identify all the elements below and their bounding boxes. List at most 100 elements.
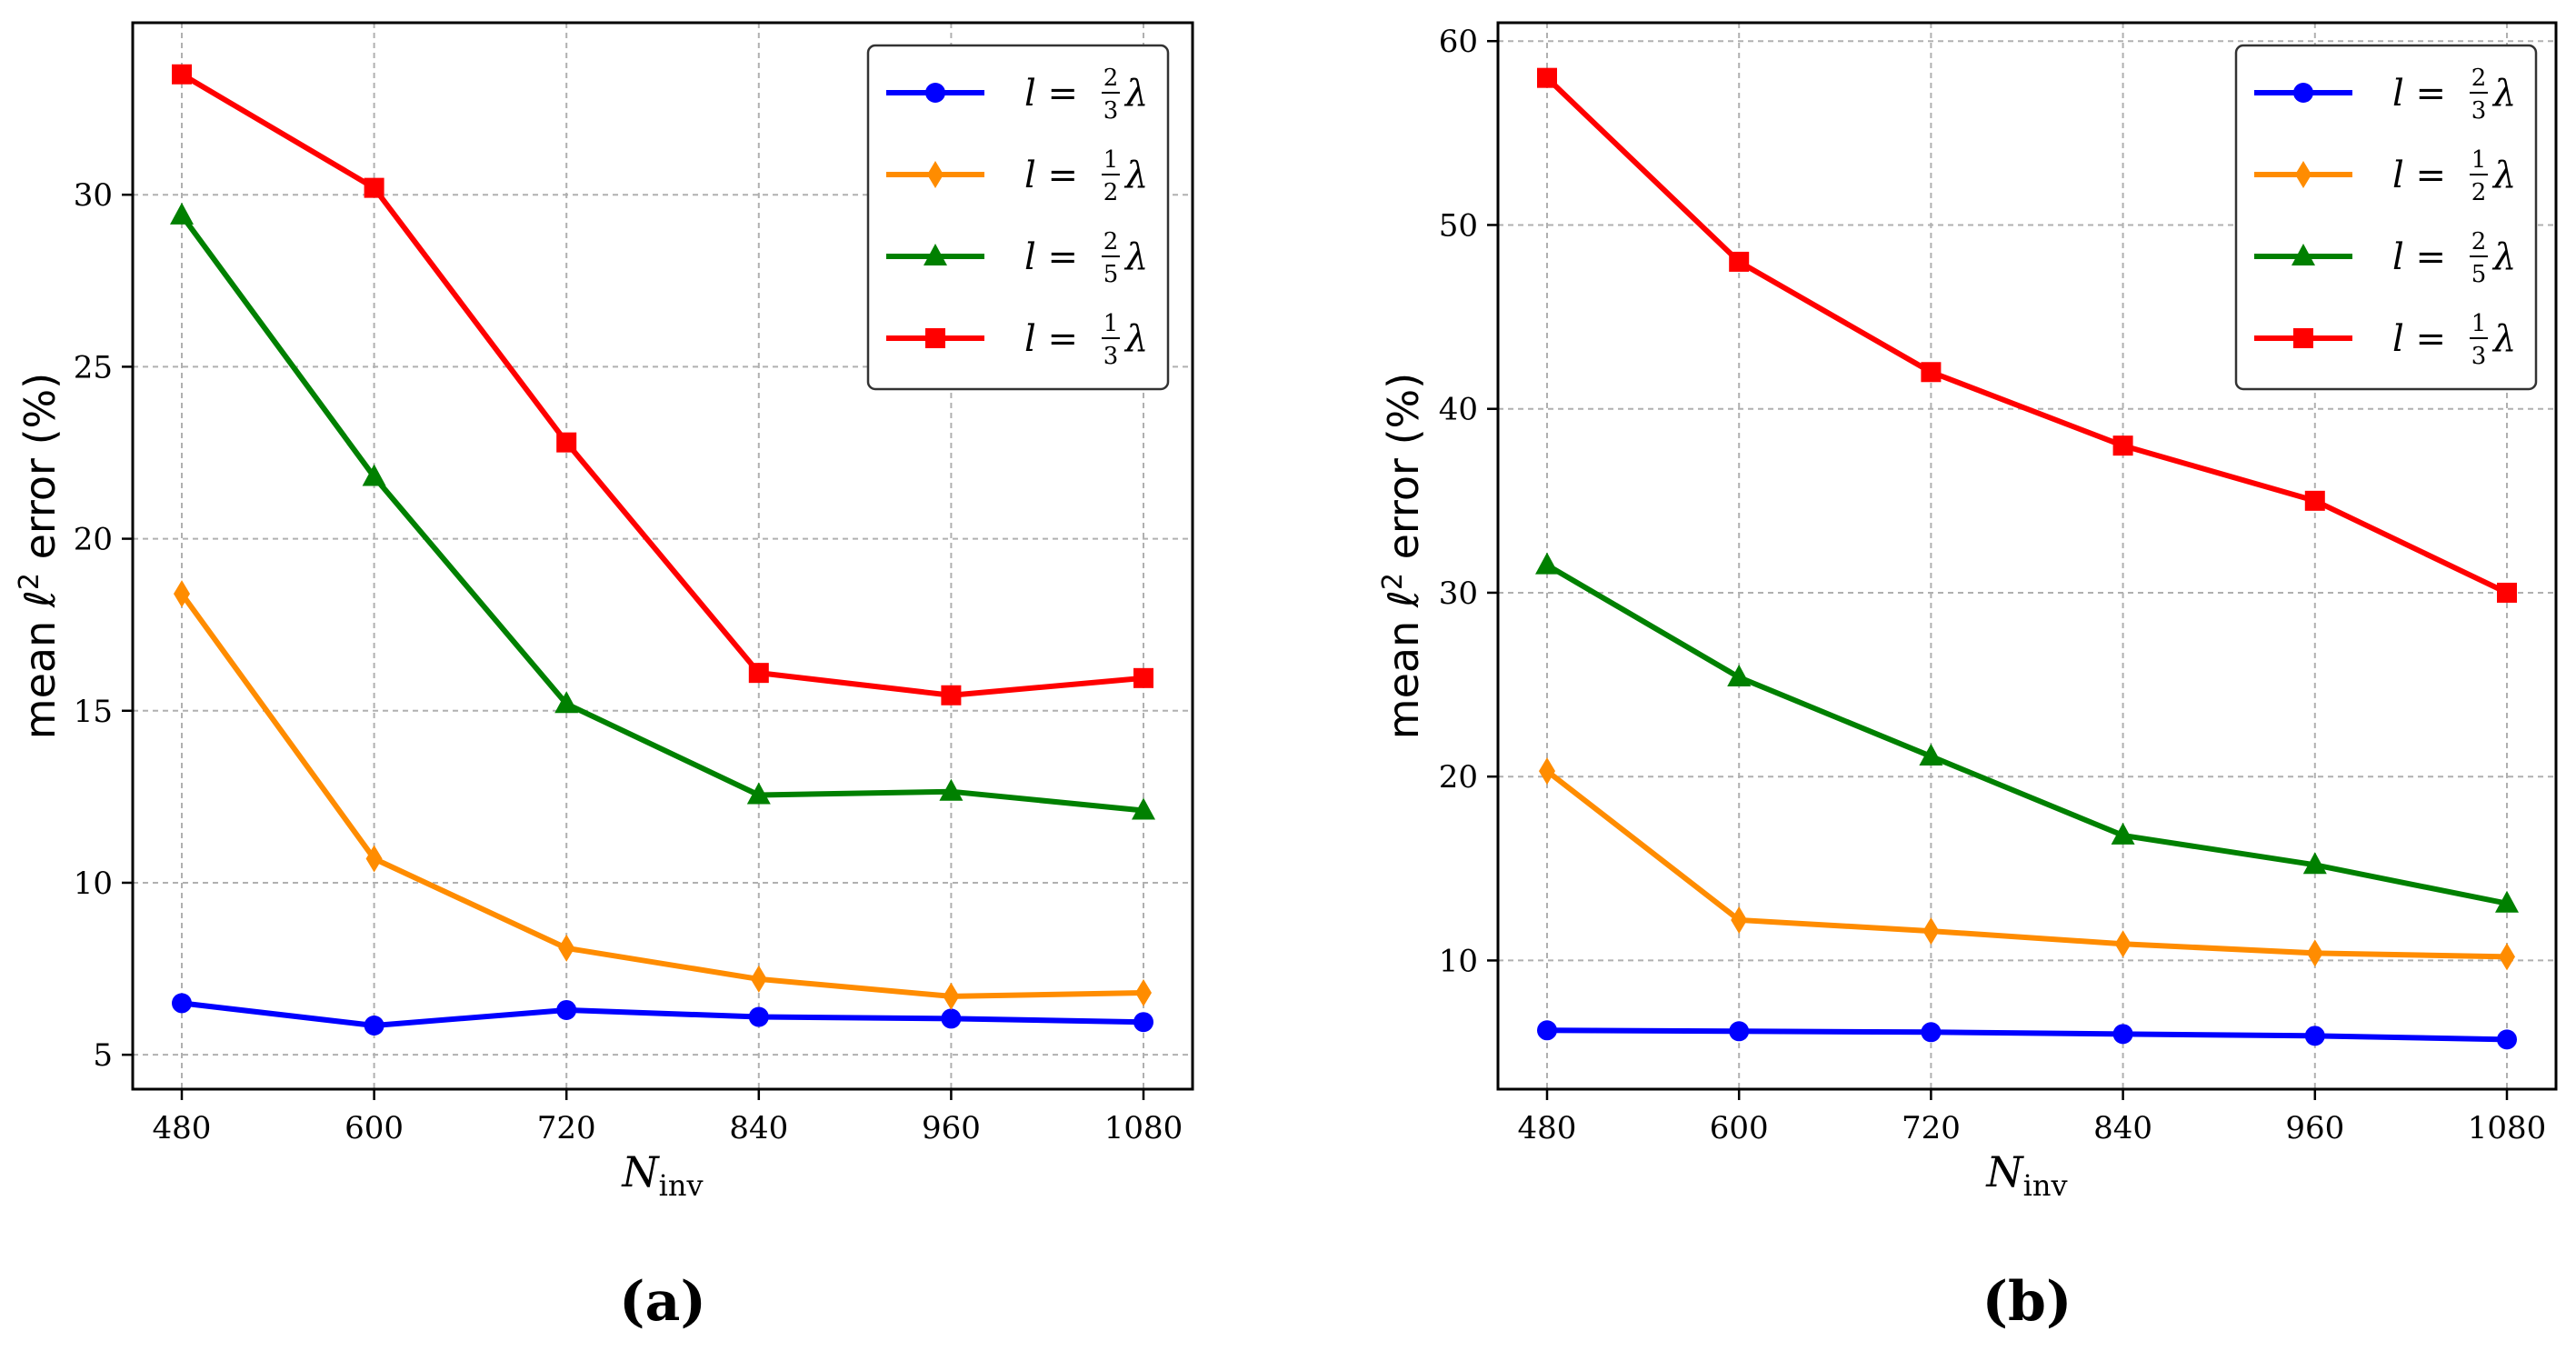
y-tick-label: 50 — [1439, 207, 1478, 244]
legend-marker — [924, 244, 947, 265]
series-line — [1545, 563, 2508, 906]
series-2 — [174, 580, 1152, 1010]
legend-marker — [927, 161, 944, 188]
axes-frame — [1496, 21, 2558, 1091]
chart-panel-b: 480 600 720 840 960 1080 10 20 30 40 50 60 Ninv mean … — [1377, 21, 2558, 1334]
data-point — [556, 432, 577, 453]
legend-frac-den: 2 — [2471, 179, 2487, 206]
legend-entry-1: l = 2 3 λ — [2254, 65, 2516, 125]
legend-entry-3: l = 2 5 λ — [2254, 228, 2516, 288]
data-point — [2112, 435, 2133, 456]
x-tick-label: 480 — [153, 1110, 212, 1146]
legend-marker — [2291, 244, 2315, 265]
x-tick-label: 720 — [1902, 1110, 1961, 1146]
legend-marker — [2293, 328, 2313, 348]
y-tick-label: 30 — [1439, 575, 1478, 612]
series-1 — [172, 993, 1153, 1036]
legend-frac-den: 3 — [1103, 343, 1119, 370]
x-tick-label: 600 — [344, 1110, 404, 1146]
legend-label-lambda: λ — [2491, 155, 2516, 196]
data-point — [941, 1008, 962, 1029]
subfigure-label: (a) — [619, 1270, 706, 1334]
legend-label-lhs: l = — [1024, 73, 1078, 115]
data-point — [1919, 743, 1943, 766]
series-3 — [1535, 552, 2519, 913]
data-point — [364, 177, 384, 198]
legend-frac-den: 2 — [1103, 179, 1119, 206]
x-axis-label: Ninv — [621, 1147, 703, 1203]
series-line — [179, 592, 1144, 999]
series-2 — [1539, 757, 2515, 971]
y-tick-label: 10 — [74, 866, 113, 902]
y-tick-label: 60 — [1439, 24, 1478, 60]
y-tick-label: 25 — [74, 349, 113, 385]
data-point — [750, 965, 767, 993]
data-point — [1922, 917, 1940, 946]
legend-marker — [925, 83, 945, 103]
y-axis-label: mean ℓ2 error (%) — [14, 373, 65, 739]
x-axis-label: Ninv — [1985, 1147, 2067, 1203]
legend-label-lambda: λ — [1123, 236, 1148, 278]
series-line — [1545, 768, 2508, 960]
series-line — [1544, 75, 2509, 595]
legend-box — [866, 44, 1170, 391]
series-line — [1546, 1027, 2508, 1043]
legend-frac-den: 5 — [2471, 261, 2487, 288]
data-point — [556, 999, 577, 1020]
legend-frac-den: 5 — [1103, 261, 1119, 288]
legend-frac-num: 2 — [1103, 65, 1119, 92]
series-line — [179, 214, 1144, 814]
data-point — [2497, 1029, 2517, 1050]
legend-label-lhs: l = — [1024, 155, 1078, 196]
y-tick-label: 30 — [74, 177, 113, 214]
legend: l = 23 λl = 12 λl = 25 λl = 13 λ — [866, 44, 1170, 391]
data-point — [1537, 67, 1557, 88]
data-point — [2497, 582, 2517, 603]
data-point — [2304, 490, 2325, 511]
data-point — [2304, 1026, 2325, 1046]
y-tick-label: 5 — [93, 1037, 113, 1074]
legend-entry-1: l = 2 3 λ — [886, 65, 1148, 125]
legend-label-lhs: l = — [1024, 318, 1078, 360]
y-axis-label: mean ℓ2 error (%) — [1377, 373, 1428, 739]
legend-frac-num: 1 — [1103, 146, 1119, 174]
data-point — [941, 685, 962, 706]
data-point — [1731, 906, 1748, 934]
data-point — [2114, 930, 2132, 958]
legend-frac-num: 2 — [2471, 65, 2487, 92]
legend-label-lhs: l = — [2392, 236, 2446, 278]
legend-frac-den: 3 — [1103, 97, 1119, 125]
legend-marker — [2293, 83, 2313, 103]
legend-entry-3: l = 2 5 λ — [886, 228, 1148, 288]
x-tick-label: 1080 — [1104, 1110, 1183, 1146]
x-tick-label: 840 — [2093, 1110, 2152, 1146]
legend-frac-num: 1 — [2471, 310, 2487, 337]
data-point — [748, 663, 769, 684]
data-point — [1133, 667, 1153, 688]
legend-label-lhs: l = — [2392, 318, 2446, 360]
data-point — [172, 993, 192, 1014]
data-point — [554, 691, 579, 714]
data-point — [365, 845, 383, 873]
data-point — [364, 1015, 384, 1036]
data-point — [2499, 943, 2515, 971]
legend-label-lhs: l = — [1024, 236, 1078, 278]
data-point — [746, 782, 771, 805]
series-4 — [172, 64, 1153, 706]
legend-entry-4: l = 1 3 λ — [2254, 310, 2516, 370]
legend-label-lambda: λ — [2491, 318, 2516, 360]
legend-frac-num: 2 — [2471, 228, 2487, 255]
legend-label-lambda: λ — [1123, 318, 1148, 360]
data-point — [2111, 822, 2135, 845]
series-line — [180, 72, 1144, 698]
legend-entry-4: l = 1 3 λ — [886, 310, 1148, 370]
legend-label-lhs: l = — [2392, 155, 2446, 196]
x-tick-label: 840 — [729, 1110, 788, 1146]
data-point — [1132, 797, 1155, 820]
legend: l = 23 λl = 12 λl = 25 λl = 13 λ — [2234, 44, 2538, 391]
data-point — [1539, 757, 1555, 786]
legend-marker — [925, 328, 945, 348]
legend-box — [2234, 44, 2538, 391]
